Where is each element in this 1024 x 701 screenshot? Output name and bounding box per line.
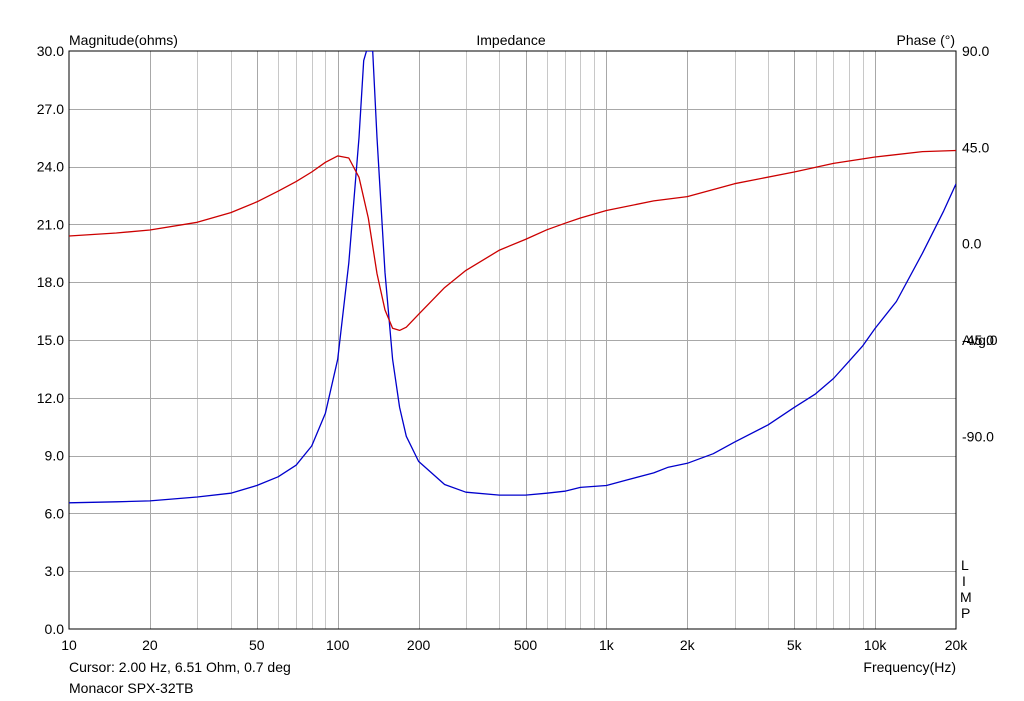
x-tick-label: 10 [61, 637, 77, 653]
x-tick-label: 20k [945, 637, 969, 653]
chart-title: Impedance [476, 32, 545, 48]
x-tick-label: 10k [864, 637, 888, 653]
x-tick-label: 20 [142, 637, 158, 653]
phase-curve [69, 149, 956, 332]
curves [69, 51, 956, 504]
y-left-tick-label: 6.0 [45, 505, 65, 521]
y-left-tick-label: 12.0 [37, 390, 64, 406]
magnitude-curve [69, 51, 956, 504]
x-tick-label: 1k [599, 637, 615, 653]
x-tick-label: 2k [680, 637, 696, 653]
device-name: Monacor SPX-32TB [69, 680, 194, 696]
y-left-tick-label: 3.0 [45, 563, 65, 579]
y-left-tick-label: 27.0 [37, 101, 64, 117]
cursor-readout: Cursor: 2.00 Hz, 6.51 Ohm, 0.7 deg [69, 659, 291, 675]
y-left-tick-label: 21.0 [37, 216, 64, 232]
side-letter-m: M [960, 589, 972, 605]
y-left-tick-label: 18.0 [37, 274, 64, 290]
plot-frame [68, 50, 957, 630]
y-left-tick-label: 9.0 [45, 448, 65, 464]
y-right-tick-label: -45.0 [962, 332, 994, 348]
x-tick-label: 500 [514, 637, 538, 653]
y-right-tick-label: -90.0 [962, 428, 994, 444]
side-letter-p: P [961, 605, 970, 621]
x-tick-label: 50 [249, 637, 265, 653]
tick-labels: 10 20 50 100 200 500 1k 2k 5k 10k 20k 0.0 3.0 6.0 9.0 1… [37, 43, 994, 653]
side-letter-l: L [961, 557, 969, 573]
y-left-tick-label: 0.0 [45, 621, 65, 637]
avg-annotation: Avg:0 [962, 332, 998, 348]
y-left-axis-label: Magnitude(ohms) [69, 32, 178, 48]
x-tick-label: 200 [407, 637, 431, 653]
x-tick-label: 100 [326, 637, 350, 653]
grid [69, 51, 956, 629]
y-left-tick-label: 15.0 [37, 332, 64, 348]
side-letter-i: I [962, 573, 966, 589]
y-left-tick-label: 30.0 [37, 43, 64, 59]
x-axis-label: Frequency(Hz) [863, 659, 956, 675]
y-right-tick-label: 90.0 [962, 43, 989, 59]
y-right-tick-label: 0.0 [962, 236, 982, 252]
y-left-tick-label: 24.0 [37, 159, 64, 175]
y-right-tick-label: 45.0 [962, 139, 989, 155]
x-tick-label: 5k [787, 637, 803, 653]
y-right-axis-label: Phase (°) [896, 32, 955, 48]
